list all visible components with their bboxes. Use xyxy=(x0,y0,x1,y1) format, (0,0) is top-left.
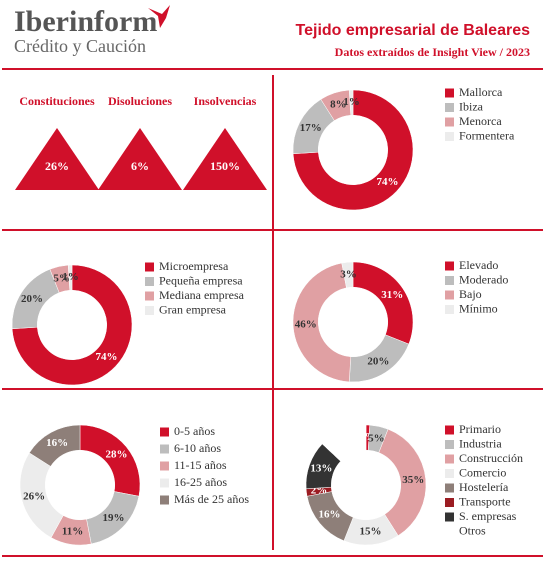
title: Tejido empresarial de Baleares xyxy=(296,22,531,39)
legend-label: Mínimo xyxy=(459,301,498,315)
indicator-label: Insolvencias xyxy=(194,94,257,108)
data-label: 17% xyxy=(300,122,322,134)
data-label: 20% xyxy=(367,356,389,368)
indicator-label: Disoluciones xyxy=(108,94,172,108)
legend-marker xyxy=(445,469,454,478)
donut-segment xyxy=(67,264,73,291)
data-label: 1% xyxy=(62,271,79,283)
data-label: 3% xyxy=(340,268,357,280)
legend-marker xyxy=(445,527,454,536)
legend-marker xyxy=(145,306,154,315)
donut-segment xyxy=(79,424,141,497)
donut-segment xyxy=(292,89,414,211)
legend-marker xyxy=(445,103,454,112)
legend-label: 11-15 años xyxy=(174,458,227,472)
logo-sub: Crédito y Caución xyxy=(14,36,146,56)
logo-mark xyxy=(148,5,170,28)
legend-label: Pequeña empresa xyxy=(159,273,243,287)
legend-marker xyxy=(445,512,454,522)
legend-label: Menorca xyxy=(459,114,502,128)
data-label: 20% xyxy=(21,293,43,305)
legend-label: Microempresa xyxy=(159,259,229,273)
data-label: 74% xyxy=(96,351,118,363)
legend-marker xyxy=(145,262,154,272)
data-label: 5% xyxy=(53,272,70,284)
legend-label: Moderado xyxy=(459,272,508,286)
legend-label: 16-25 años xyxy=(174,475,227,489)
legend-marker xyxy=(445,483,454,493)
legend-marker xyxy=(160,478,169,488)
data-label: 8% xyxy=(330,98,347,110)
data-label: 1% xyxy=(343,96,360,108)
donut-segment xyxy=(378,428,427,537)
legend-marker xyxy=(445,261,454,271)
legend-label: Otros xyxy=(459,523,486,537)
legend-marker xyxy=(445,425,454,435)
legend-label: Elevado xyxy=(459,258,498,272)
legend-label: Gran empresa xyxy=(159,302,227,316)
legend-marker xyxy=(445,305,454,314)
legend-marker xyxy=(145,291,154,301)
indicator-label: Constituciones xyxy=(19,94,95,108)
indicator-value: 6% xyxy=(131,159,149,173)
legend-label: Ibiza xyxy=(459,99,484,113)
legend-marker xyxy=(445,132,454,141)
donut-segment xyxy=(348,89,354,116)
legend-marker xyxy=(145,277,154,286)
legend-label: Comercio xyxy=(459,465,506,479)
logo: Iberinform xyxy=(14,5,157,38)
legend-marker xyxy=(445,290,454,300)
legend-label: Primario xyxy=(459,422,501,436)
data-label: 26% xyxy=(23,490,45,502)
legend-marker xyxy=(445,440,454,449)
data-label: 74% xyxy=(377,176,399,188)
donut-segment xyxy=(352,261,414,345)
data-label: 31% xyxy=(381,289,403,301)
legend-label: Bajo xyxy=(459,287,482,301)
triangle xyxy=(98,128,182,190)
legend-marker xyxy=(445,454,454,464)
data-label: 5% xyxy=(368,432,385,444)
legend-label: Formentera xyxy=(459,128,515,142)
legend-marker xyxy=(445,117,454,127)
subtitle: Datos extraídos de Insight View / 2023 xyxy=(335,45,530,59)
triangle xyxy=(15,128,99,190)
data-label: 13% xyxy=(310,462,332,474)
legend-label: 6-10 años xyxy=(174,441,221,455)
legend-label: S. empresas xyxy=(459,509,517,523)
legend-label: Hostelería xyxy=(459,480,509,494)
data-label: 19% xyxy=(103,512,125,524)
indicator-value: 26% xyxy=(45,159,69,173)
donut-segment xyxy=(28,424,81,467)
legend-marker xyxy=(160,427,169,437)
legend-marker xyxy=(160,495,169,505)
legend-marker xyxy=(160,444,169,454)
data-label: 15% xyxy=(359,526,381,538)
triangle xyxy=(183,128,267,190)
legend-label: Construcción xyxy=(459,451,523,465)
legend-marker xyxy=(445,498,454,507)
donut-segment xyxy=(321,424,367,462)
donut-segment xyxy=(11,264,133,386)
data-label: 46% xyxy=(295,319,317,331)
data-label: 28% xyxy=(106,448,128,460)
legend-marker xyxy=(445,88,454,98)
indicator-value: 150% xyxy=(210,159,240,173)
legend-label: 0-5 años xyxy=(174,424,215,438)
data-label: 16% xyxy=(318,509,340,521)
donut-segment xyxy=(292,262,352,383)
donut-segment xyxy=(341,261,354,289)
legend-label: Transporte xyxy=(459,494,511,508)
data-label: 35% xyxy=(402,474,424,486)
legend-marker xyxy=(160,461,169,471)
legend-label: Industria xyxy=(459,436,502,450)
legend-label: Más de 25 años xyxy=(174,492,249,506)
legend-label: Mallorca xyxy=(459,85,503,99)
legend-label: Mediana empresa xyxy=(159,288,245,302)
data-label: 11% xyxy=(62,525,83,537)
legend-marker xyxy=(445,276,454,285)
data-label: 16% xyxy=(46,437,68,449)
